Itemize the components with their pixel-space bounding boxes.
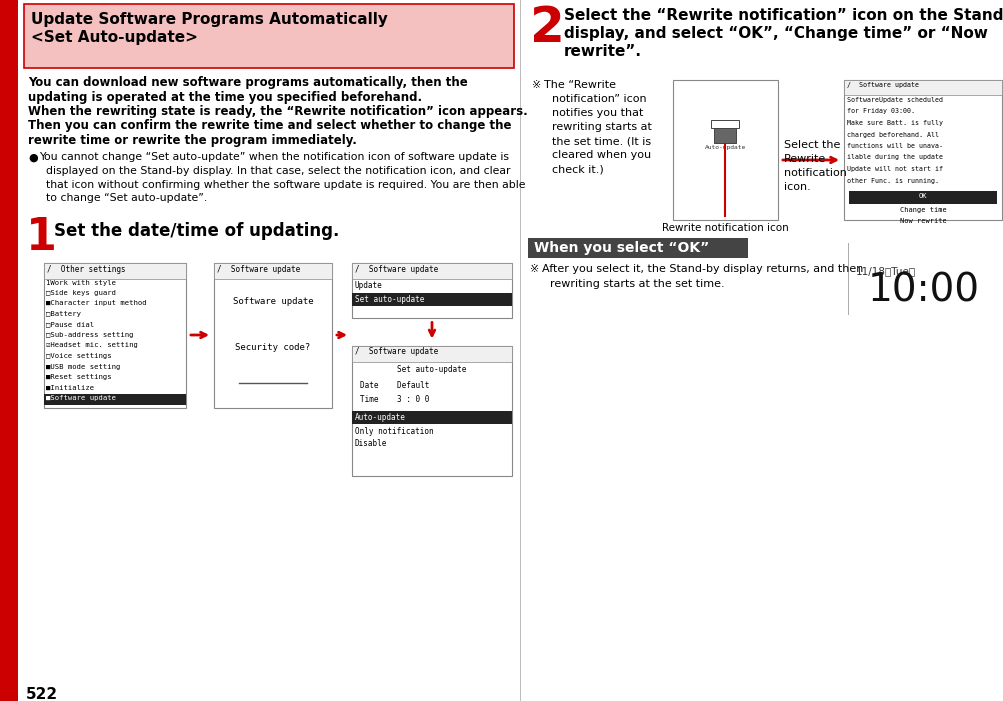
Bar [352,346,512,362]
Text: charged beforehand. All: charged beforehand. All [847,132,938,137]
Text: Then you can confirm the rewrite time and select whether to change the: Then you can confirm the rewrite time an… [28,119,511,132]
Text: SoftwareUpdate scheduled: SoftwareUpdate scheduled [847,97,942,103]
Text: 1Work with style: 1Work with style [46,280,116,285]
Text: Disable: Disable [355,440,387,449]
Text: /  Software update: / Software update [355,264,438,273]
Text: Time    3 : 0 0: Time 3 : 0 0 [360,395,429,404]
Text: Only notification: Only notification [355,426,433,435]
Text: ilable during the update: ilable during the update [847,154,942,161]
Text: Software update: Software update [233,297,313,306]
Text: The “Rewrite: The “Rewrite [544,80,616,90]
Bar [528,238,747,258]
Text: 522: 522 [26,687,58,701]
Bar [0,671,18,701]
Text: Change time: Change time [899,207,946,213]
Text: □Battery: □Battery [46,311,81,317]
Text: Security code?: Security code? [235,343,310,351]
Text: 1: 1 [26,217,57,259]
Bar [352,411,512,423]
Text: Update will not start if: Update will not start if [847,166,942,172]
Text: display, and select “OK”, “Change time” or “Now: display, and select “OK”, “Change time” … [564,26,987,41]
Text: Auto-update: Auto-update [355,412,405,421]
Bar [714,128,736,143]
Text: updating is operated at the time you specified beforehand.: updating is operated at the time you spe… [28,90,421,104]
Text: Update: Update [355,280,382,290]
Text: functions will be unava-: functions will be unava- [847,143,942,149]
Text: that icon without confirming whether the software update is required. You are th: that icon without confirming whether the… [46,179,525,189]
Text: When you select “OK”: When you select “OK” [534,241,708,255]
Text: /  Software update: / Software update [217,264,300,273]
Text: ☑Headset mic. setting: ☑Headset mic. setting [46,343,137,348]
Text: 11/18《Tue》: 11/18《Tue》 [856,266,915,276]
Text: ■Character input method: ■Character input method [46,301,146,306]
Text: ■Initialize: ■Initialize [46,385,94,390]
Text: □Pause dial: □Pause dial [46,322,94,327]
Text: Rewrite notification icon: Rewrite notification icon [661,223,788,233]
Text: Set the date/time of updating.: Set the date/time of updating. [54,222,339,240]
Text: Select the “Rewrite notification” icon on the Stand-by: Select the “Rewrite notification” icon o… [564,8,1003,23]
Text: □Sub-address setting: □Sub-address setting [46,332,133,338]
Text: displayed on the Stand-by display. In that case, select the notification icon, a: displayed on the Stand-by display. In th… [46,166,510,176]
Text: Select the: Select the [783,140,840,150]
Bar [844,80,1001,95]
Bar [352,262,512,318]
Text: Update Software Programs Automatically: Update Software Programs Automatically [31,12,387,27]
Bar [672,80,777,220]
Text: <Set Auto-update>: <Set Auto-update> [31,30,198,45]
Bar [44,394,186,404]
Text: the set time. (It is: the set time. (It is [552,136,651,146]
Text: OK: OK [918,193,927,199]
Text: notification” icon: notification” icon [552,94,646,104]
Text: Date    Default: Date Default [360,381,429,390]
Text: □Voice settings: □Voice settings [46,353,111,359]
Text: ※: ※ [530,264,539,274]
Bar [0,0,18,701]
Text: Now rewrite: Now rewrite [899,218,946,224]
Bar [849,191,996,204]
Text: 10:00: 10:00 [868,272,979,310]
Text: After you select it, the Stand-by display returns, and then: After you select it, the Stand-by displa… [542,264,863,274]
Text: When the rewriting state is ready, the “Rewrite notification” icon appears.: When the rewriting state is ready, the “… [28,105,528,118]
Text: icon.: icon. [783,182,810,192]
Text: /  Other settings: / Other settings [47,264,125,273]
Text: You cannot change “Set auto-update” when the notification icon of software updat: You cannot change “Set auto-update” when… [39,153,509,163]
Text: Appendix/Troubleshooting: Appendix/Troubleshooting [4,308,14,463]
Text: rewrite time or rewrite the program immediately.: rewrite time or rewrite the program imme… [28,134,356,147]
Text: Make sure Batt. is fully: Make sure Batt. is fully [847,120,942,126]
Text: /  Software update: / Software update [355,348,438,357]
Text: cleared when you: cleared when you [552,150,651,160]
Text: Set auto-update: Set auto-update [397,365,466,374]
Text: You can download new software programs automatically, then the: You can download new software programs a… [28,76,467,89]
Text: check it.): check it.) [552,164,603,174]
Text: ■USB mode setting: ■USB mode setting [46,364,120,369]
Text: □Side keys guard: □Side keys guard [46,290,116,296]
Text: to change “Set auto-update”.: to change “Set auto-update”. [46,193,207,203]
Text: other Func. is running.: other Func. is running. [847,177,938,184]
Bar [24,4,514,68]
Bar [844,80,1001,220]
Bar [352,292,512,306]
Text: Rewrite: Rewrite [783,154,825,164]
Text: ※: ※ [532,80,541,90]
Text: ■Reset settings: ■Reset settings [46,374,111,380]
Bar [352,346,512,475]
Text: rewriting starts at: rewriting starts at [552,122,651,132]
Text: Set auto-update: Set auto-update [355,294,424,304]
Text: rewrite”.: rewrite”. [564,44,641,59]
Bar [44,262,186,278]
Text: 2: 2 [530,4,565,52]
Text: rewriting starts at the set time.: rewriting starts at the set time. [550,279,724,289]
Text: notification: notification [783,168,847,178]
Bar [214,262,332,407]
Bar [214,262,332,278]
Text: for Friday 03:00.: for Friday 03:00. [847,109,914,114]
Bar [44,262,186,407]
Bar [711,120,739,128]
Text: /  Software update: / Software update [847,82,918,88]
Text: notifies you that: notifies you that [552,108,643,118]
Text: ●: ● [28,153,38,163]
Bar [352,262,512,278]
Text: ■Software update: ■Software update [46,395,116,401]
Text: Auto-update: Auto-update [704,145,745,150]
